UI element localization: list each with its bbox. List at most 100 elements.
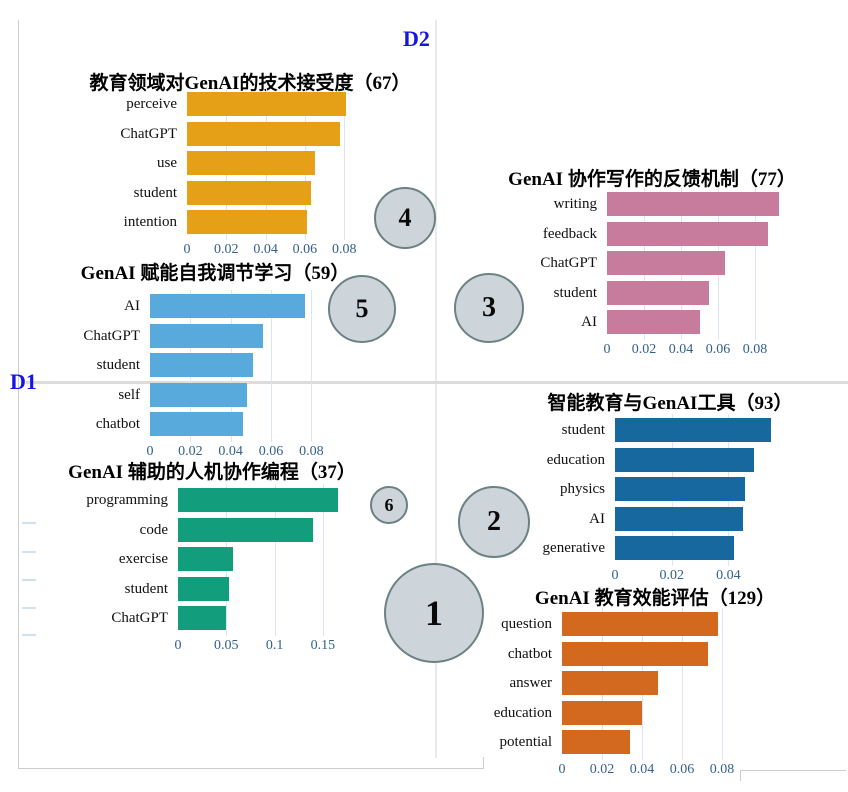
gridline (344, 88, 346, 240)
x-tick-label: 0.1 (265, 638, 284, 653)
chart-plot: question chatbot answer education potential 0… (450, 608, 848, 787)
figure-bottom-border-tick-right (740, 770, 741, 781)
x-tick-label: 0.15 (310, 638, 336, 653)
x-tick-label: 0.04 (716, 568, 741, 583)
topic-bubble-3: 3 (454, 273, 524, 343)
bubble-number: 1 (425, 593, 443, 633)
figure-bottom-border-right (740, 770, 846, 771)
bar-label: AI (581, 314, 597, 330)
x-tick-label: 0.04 (253, 242, 278, 257)
bar (178, 606, 226, 630)
tick-dash (22, 607, 36, 609)
bar (562, 671, 658, 695)
topic-chart-5: GenAI 赋能自我调节学习（59） AI ChatGPT student self c… (35, 258, 395, 472)
bar-label: intention (123, 214, 177, 230)
topic-bubble-2: 2 (458, 486, 530, 558)
bar-label: student (561, 422, 605, 438)
bar-label: writing (553, 196, 597, 212)
bar-label: self (118, 387, 140, 403)
tick-dash (22, 522, 36, 524)
tick-dash (22, 551, 36, 553)
topic-chart-4: 教育领域对GenAI的技术接受度（67） perceive ChatGPT use s… (60, 68, 440, 270)
x-tick-label: 0 (603, 342, 611, 357)
bar-label: education (493, 705, 552, 721)
bar (150, 294, 305, 318)
bar-label: code (139, 522, 168, 538)
bar-label: student (553, 285, 597, 301)
bar-label: ChatGPT (540, 255, 597, 271)
figure-bottom-border-left (18, 768, 483, 769)
x-tick-label: 0.06 (669, 762, 695, 777)
bar-label: exercise (118, 551, 168, 567)
d1-axis-label: D1 (10, 369, 37, 394)
d1-axis-line (26, 381, 848, 384)
x-tick-label: 0.02 (178, 444, 203, 459)
topic-chart-2: 智能教育与GenAI工具（93） student education physics… (490, 388, 848, 596)
bar-label: ChatGPT (83, 328, 140, 344)
bar (150, 412, 243, 436)
gridline (274, 484, 276, 636)
x-tick-label: 0.02 (214, 242, 239, 257)
bar (607, 281, 709, 305)
bubble-number: 5 (355, 294, 369, 323)
bar-label: student (96, 357, 140, 373)
x-tick-label: 0.06 (292, 242, 318, 257)
bar (178, 518, 313, 542)
bar (615, 418, 771, 442)
bar-label: use (157, 155, 177, 171)
gridline (311, 290, 313, 442)
bar (607, 222, 768, 246)
bar (562, 642, 708, 666)
topic-chart-1: GenAI 教育效能评估（129） question chatbot answer e… (450, 583, 848, 790)
topic-bubble-5: 5 (328, 275, 396, 343)
bar (150, 324, 263, 348)
bar (615, 507, 743, 531)
bar (615, 536, 734, 560)
bar-label: physics (560, 481, 605, 497)
gridline (322, 484, 324, 636)
bar-label: education (546, 452, 605, 468)
gridline (271, 290, 273, 442)
x-tick-label: 0.08 (299, 444, 324, 459)
x-tick-label: 0.06 (258, 444, 284, 459)
bar (607, 251, 725, 275)
bar (178, 547, 233, 571)
bar-label: ChatGPT (111, 610, 168, 626)
topic-chart-6: GenAI 辅助的人机协作编程（37） programming code exerc… (60, 457, 364, 666)
bar (178, 577, 229, 601)
tick-dash (22, 634, 36, 636)
topic-bubble-4: 4 (374, 187, 436, 249)
bar (562, 612, 718, 636)
bar-label: ChatGPT (120, 126, 177, 142)
bar-label: chatbot (95, 416, 140, 432)
bar-label: answer (509, 675, 552, 691)
x-tick-label: 0 (174, 638, 182, 653)
x-tick-label: 0 (611, 568, 619, 583)
chart-title: GenAI 教育效能评估（129） (534, 588, 776, 609)
bar (562, 730, 630, 754)
x-tick-label: 0 (146, 444, 154, 459)
chart-title: 教育领域对GenAI的技术接受度（67） (89, 73, 411, 94)
bar (150, 353, 253, 377)
chart-plot: student education physics AI generative 0 0.02… (490, 414, 848, 593)
x-tick-label: 0.02 (589, 762, 615, 777)
bar-label: potential (499, 734, 553, 750)
bubble-number: 6 (384, 494, 394, 515)
chart-title: GenAI 协作写作的反馈机制（77） (508, 169, 796, 190)
bar (187, 210, 307, 234)
bar (615, 477, 745, 501)
chart-title: GenAI 辅助的人机协作编程（37） (68, 462, 356, 483)
x-tick-label: 0.08 (709, 762, 735, 777)
chart-title: 智能教育与GenAI工具（93） (547, 393, 793, 414)
x-tick-label: 0.08 (742, 342, 768, 357)
bar-label: generative (542, 540, 605, 556)
bar (607, 310, 700, 334)
x-tick-label: 0.08 (331, 242, 357, 257)
bar (562, 701, 642, 725)
bubble-number: 2 (487, 506, 501, 537)
bar-label: perceive (126, 96, 177, 112)
figure-bottom-border-tick-left (483, 757, 484, 769)
x-tick-label: 0.05 (214, 638, 239, 653)
bar-label: question (501, 616, 552, 632)
